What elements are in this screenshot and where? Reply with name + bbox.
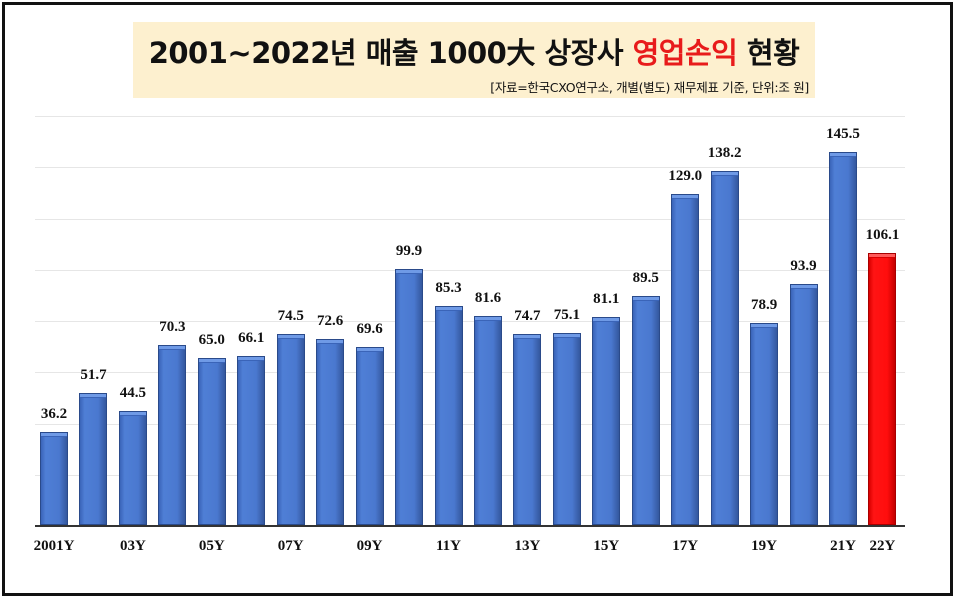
data-label: 72.6 [317, 312, 344, 329]
x-axis-line [35, 525, 905, 527]
data-label: 145.5 [826, 126, 860, 143]
data-label: 65.0 [198, 332, 225, 349]
x-tick-label: 21Y [830, 538, 856, 554]
data-label: 93.9 [790, 258, 817, 275]
bar-14Y [552, 332, 581, 525]
x-tick-label: 17Y [672, 538, 699, 554]
x-tick-label: 03Y [119, 538, 146, 554]
gridline [35, 269, 905, 271]
bar-08Y [316, 338, 345, 525]
bar-2001Y [40, 432, 68, 525]
data-label: 99.9 [395, 243, 423, 259]
data-label: 74.7 [514, 307, 541, 324]
data-label: 85.3 [435, 280, 462, 297]
data-label: 81.6 [474, 289, 502, 306]
bar-19Y [750, 322, 779, 525]
bar-04Y [158, 344, 187, 525]
bar-02Y [79, 392, 108, 525]
title-prefix: 2001~2022년 매출 1000大 상장사 [148, 36, 633, 70]
bar-10Y [395, 269, 424, 525]
bar-05Y [197, 358, 226, 525]
gridline [35, 474, 905, 476]
bar-11Y [434, 306, 463, 525]
bar-17Y [671, 194, 700, 525]
bar-21Y [829, 152, 857, 525]
bar-20Y [789, 284, 818, 525]
title-highlight: 영업손익 [632, 36, 738, 70]
data-label: 106.1 [865, 227, 900, 244]
bar-07Y [276, 334, 305, 525]
x-tick-label: 09Y [356, 538, 383, 554]
x-tick-label: 2001Y [33, 538, 75, 554]
bar-13Y [513, 333, 542, 525]
data-label: 89.5 [632, 269, 659, 286]
gridline [35, 423, 905, 425]
title-suffix: 현황 [737, 36, 800, 70]
bar-22Y [868, 253, 897, 525]
x-tick-label: 07Y [277, 538, 304, 554]
gridline [35, 167, 905, 169]
x-tick-label: 22Y [869, 538, 896, 554]
chart-title: 2001~2022년 매출 1000大 상장사 영업손익 현황 [133, 30, 815, 72]
x-tick-label: 19Y [751, 538, 778, 554]
gridline [35, 218, 905, 220]
data-label: 36.2 [40, 406, 68, 423]
bar-15Y [592, 317, 621, 525]
title-box: 2001~2022년 매출 1000大 상장사 영업손익 현황 [자료=한국CX… [133, 22, 815, 98]
x-tick-label: 05Y [198, 538, 225, 554]
bar-12Y [473, 315, 502, 525]
gridline [35, 116, 905, 117]
data-label: 78.9 [750, 296, 778, 313]
data-label: 81.1 [593, 291, 620, 308]
bar-03Y [118, 410, 147, 525]
x-tick-label: 13Y [514, 538, 541, 554]
chart-subtitle: [자료=한국CXO연구소, 개별(별도) 재무제표 기준, 단위:조 원] [490, 80, 809, 95]
data-label: 75.1 [553, 306, 580, 323]
data-label: 66.1 [238, 329, 265, 346]
data-label: 138.2 [707, 144, 742, 161]
gridline [35, 321, 905, 322]
plot-area: 36.2 51.7 44.5 70.3 65.0 66.1 74.5 72.6 69.6 99.9… [35, 116, 905, 527]
data-label: 44.5 [119, 384, 147, 401]
data-label: 51.7 [80, 366, 107, 383]
x-tick-label: 15Y [593, 538, 620, 554]
bar-16Y [631, 295, 660, 525]
x-tick-label: 11Y [435, 538, 461, 554]
data-label: 70.3 [159, 318, 186, 335]
data-label: 129.0 [668, 168, 703, 185]
data-label: 74.5 [277, 308, 304, 325]
bar-06Y [237, 355, 266, 525]
gridline [35, 372, 905, 374]
bar-09Y [355, 346, 384, 525]
bar-18Y [710, 170, 739, 525]
data-label: 69.6 [356, 320, 383, 337]
